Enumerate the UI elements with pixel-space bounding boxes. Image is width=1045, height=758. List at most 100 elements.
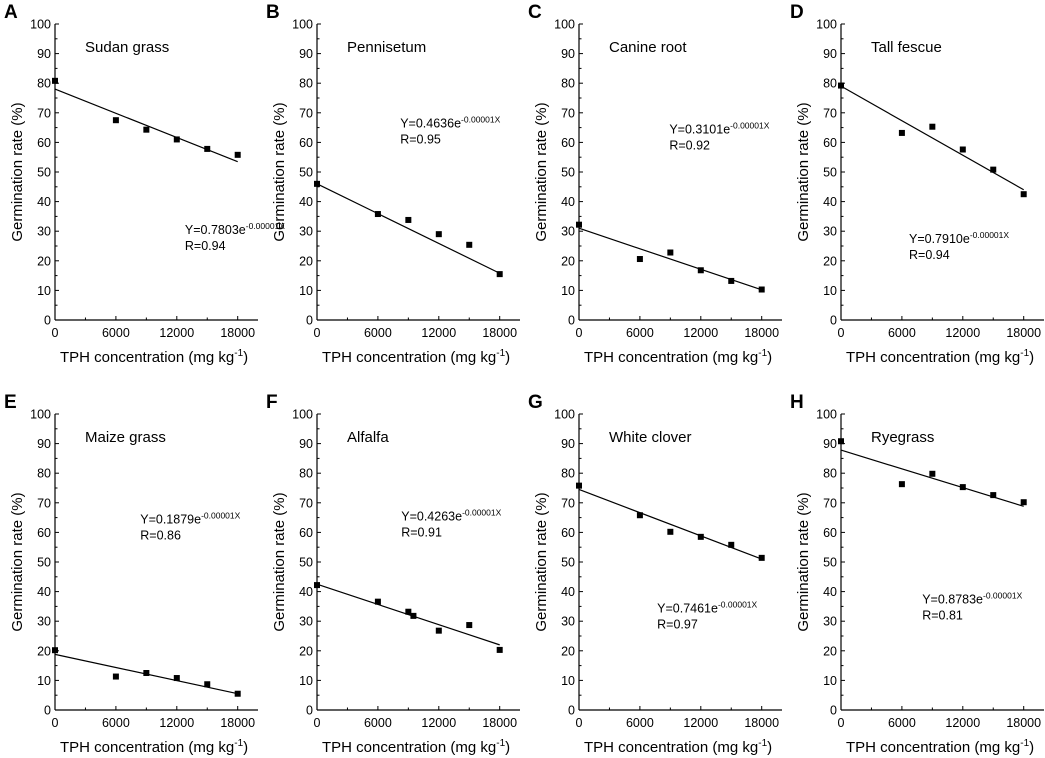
x-tick-label: 12000 — [683, 326, 718, 340]
y-tick-label: 100 — [816, 408, 837, 422]
y-tick-label: 90 — [823, 437, 837, 451]
y-tick-label: 20 — [37, 254, 51, 268]
y-axis-title: Germination rate (%) — [271, 492, 288, 631]
x-tick-label: 0 — [576, 716, 583, 730]
chart-panel-d: D 0 10 20 30 40 50 60 70 80 90 100 0 6000 12000 18000 TP… — [790, 2, 1044, 366]
y-axis-title: Germination rate (%) — [795, 102, 812, 241]
data-point — [496, 646, 503, 653]
y-tick-label: 50 — [299, 556, 313, 570]
data-point — [234, 151, 241, 158]
y-tick-label: 30 — [823, 615, 837, 629]
y-tick-label: 60 — [823, 526, 837, 540]
x-tick-label: 0 — [314, 326, 321, 340]
y-tick-label: 70 — [37, 106, 51, 120]
panel-letter: G — [528, 392, 543, 413]
y-tick-label: 90 — [299, 437, 313, 451]
y-tick-label: 40 — [299, 585, 313, 599]
x-tick-label: 6000 — [626, 716, 654, 730]
equation-label: Y=0.4636e-0.00001X — [400, 115, 500, 131]
x-tick-label: 0 — [314, 716, 321, 730]
equation-label: Y=0.7461e-0.00001X — [657, 599, 757, 615]
y-tick-label: 90 — [37, 47, 51, 61]
chart-title: Sudan grass — [85, 39, 169, 56]
y-tick-label: 60 — [299, 526, 313, 540]
x-tick-label: 6000 — [888, 326, 916, 340]
data-point — [496, 271, 503, 278]
y-tick-label: 90 — [37, 437, 51, 451]
y-tick-label: 30 — [823, 225, 837, 239]
y-tick-label: 80 — [299, 467, 313, 481]
data-point — [929, 470, 936, 477]
y-axis-title: Germination rate (%) — [271, 102, 288, 241]
data-point — [898, 481, 905, 488]
chart-title: Alfalfa — [347, 429, 389, 446]
y-tick-label: 20 — [299, 644, 313, 658]
x-tick-label: 6000 — [364, 716, 392, 730]
y-tick-label: 70 — [561, 496, 575, 510]
chart-title: Ryegrass — [871, 429, 934, 446]
y-tick-label: 90 — [561, 47, 575, 61]
x-tick-label: 12000 — [421, 716, 456, 730]
correlation-label: R=0.94 — [909, 248, 950, 262]
y-axis-title: Germination rate (%) — [9, 102, 26, 241]
fit-line — [316, 183, 500, 274]
panel-letter: F — [266, 392, 278, 413]
y-tick-label: 50 — [823, 166, 837, 180]
y-tick-label: 10 — [823, 284, 837, 298]
x-tick-label: 6000 — [888, 716, 916, 730]
x-tick-label: 18000 — [220, 716, 255, 730]
x-tick-label: 18000 — [1006, 716, 1041, 730]
y-tick-label: 30 — [37, 615, 51, 629]
correlation-label: R=0.94 — [185, 239, 226, 253]
fit-line — [578, 227, 762, 291]
y-tick-label: 10 — [299, 674, 313, 688]
y-tick-label: 80 — [561, 77, 575, 91]
y-tick-label: 80 — [299, 77, 313, 91]
data-point — [758, 286, 765, 293]
y-tick-label: 70 — [561, 106, 575, 120]
x-axis-title: TPH concentration (mg kg-1) — [322, 348, 510, 366]
y-tick-label: 10 — [823, 674, 837, 688]
x-axis-title: TPH concentration (mg kg-1) — [846, 738, 1034, 756]
y-tick-label: 0 — [568, 314, 575, 328]
x-tick-label: 6000 — [626, 326, 654, 340]
chart-title: Tall fescue — [871, 39, 942, 56]
y-tick-label: 60 — [37, 136, 51, 150]
data-point — [234, 690, 241, 697]
fit-line — [54, 88, 238, 163]
x-tick-label: 0 — [838, 716, 845, 730]
y-tick-label: 0 — [44, 314, 51, 328]
y-tick-label: 10 — [37, 284, 51, 298]
data-point — [1020, 499, 1027, 506]
x-tick-label: 12000 — [945, 326, 980, 340]
y-tick-label: 30 — [561, 615, 575, 629]
data-point — [143, 670, 150, 676]
x-tick-label: 12000 — [683, 716, 718, 730]
y-tick-label: 20 — [561, 644, 575, 658]
data-point — [374, 598, 381, 605]
data-point — [667, 528, 674, 535]
chart-panel-g: G 0 10 20 30 40 50 60 70 80 90 100 0 6000 12000 18000 TP… — [528, 392, 782, 756]
y-tick-label: 0 — [306, 704, 313, 718]
y-tick-label: 20 — [37, 644, 51, 658]
correlation-label: R=0.91 — [401, 526, 442, 540]
data-point — [435, 231, 442, 238]
y-tick-label: 10 — [299, 284, 313, 298]
data-point — [838, 82, 844, 89]
chart-panel-f: F 0 10 20 30 40 50 60 70 80 90 100 0 6000 12000 18000 TP… — [266, 392, 520, 756]
panel-letter: C — [528, 2, 542, 23]
data-point — [435, 627, 442, 634]
data-point — [143, 126, 150, 133]
y-tick-label: 70 — [823, 106, 837, 120]
x-axis-title: TPH concentration (mg kg-1) — [584, 738, 772, 756]
x-axis-title: TPH concentration (mg kg-1) — [584, 348, 772, 366]
x-tick-label: 6000 — [102, 326, 130, 340]
x-tick-label: 0 — [52, 716, 59, 730]
y-tick-label: 0 — [830, 314, 837, 328]
y-tick-label: 80 — [37, 467, 51, 481]
equation-label: Y=0.4263e-0.00001X — [401, 508, 501, 524]
y-tick-label: 40 — [561, 585, 575, 599]
y-tick-label: 100 — [30, 408, 51, 422]
y-tick-label: 20 — [299, 254, 313, 268]
